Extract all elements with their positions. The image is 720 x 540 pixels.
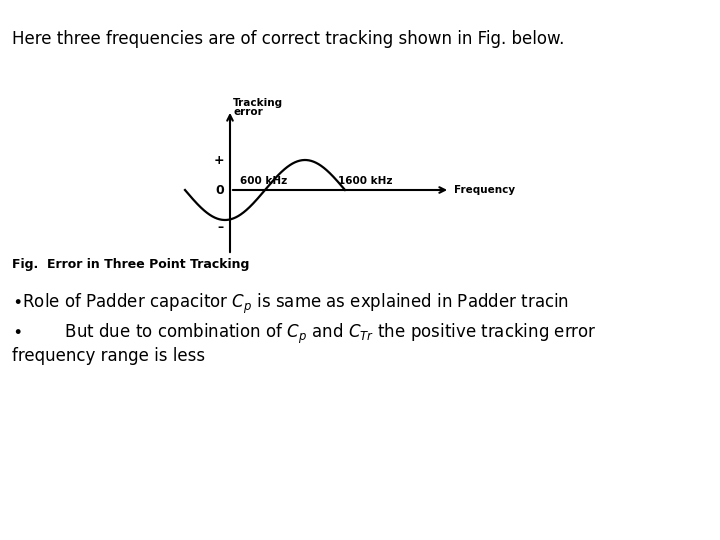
Text: frequency range is less: frequency range is less xyxy=(12,347,205,365)
Text: 600 kHz: 600 kHz xyxy=(240,176,287,186)
Text: Here three frequencies are of correct tracking shown in Fig. below.: Here three frequencies are of correct tr… xyxy=(12,30,564,48)
Text: Frequency: Frequency xyxy=(454,185,515,195)
Text: $\bullet$        But due to combination of $C_p$ and $C_{Tr}$ the positive track: $\bullet$ But due to combination of $C_p… xyxy=(12,322,597,346)
Text: 0: 0 xyxy=(215,184,224,197)
Text: error: error xyxy=(233,107,263,117)
Text: $\bullet$Role of Padder capacitor $C_p$ is same as explained in Padder tracin: $\bullet$Role of Padder capacitor $C_p$ … xyxy=(12,292,569,316)
Text: Tracking: Tracking xyxy=(233,98,283,108)
Text: Fig.  Error in Three Point Tracking: Fig. Error in Three Point Tracking xyxy=(12,258,249,271)
Text: 1600 kHz: 1600 kHz xyxy=(338,176,392,186)
Text: +: + xyxy=(213,153,224,166)
Text: –: – xyxy=(218,221,224,234)
